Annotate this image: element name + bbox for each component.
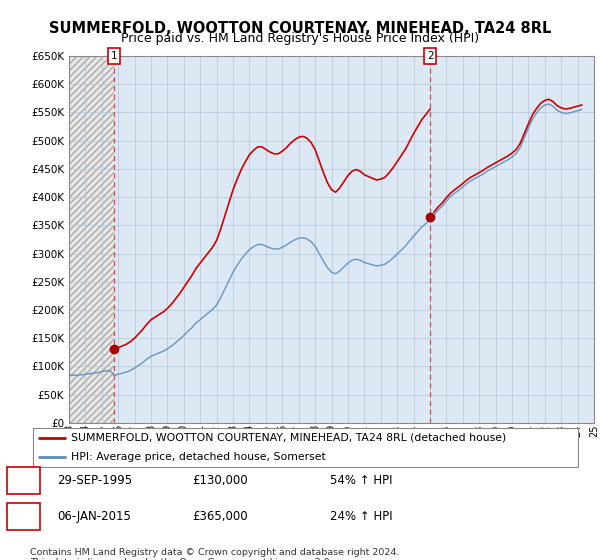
Text: HPI: Average price, detached house, Somerset: HPI: Average price, detached house, Some… [71, 452, 326, 462]
Text: 06-JAN-2015: 06-JAN-2015 [57, 510, 131, 524]
Text: 1: 1 [111, 51, 118, 61]
Text: 2: 2 [427, 51, 434, 61]
Text: 29-SEP-1995: 29-SEP-1995 [57, 474, 132, 487]
Text: SUMMERFOLD, WOOTTON COURTENAY, MINEHEAD, TA24 8RL (detached house): SUMMERFOLD, WOOTTON COURTENAY, MINEHEAD,… [71, 433, 506, 443]
Text: £130,000: £130,000 [192, 474, 248, 487]
Text: Contains HM Land Registry data © Crown copyright and database right 2024.
This d: Contains HM Land Registry data © Crown c… [30, 548, 400, 560]
Text: 54% ↑ HPI: 54% ↑ HPI [330, 474, 392, 487]
Text: 2: 2 [20, 510, 27, 524]
Text: 1: 1 [20, 474, 27, 487]
FancyBboxPatch shape [33, 428, 578, 467]
Text: Price paid vs. HM Land Registry's House Price Index (HPI): Price paid vs. HM Land Registry's House … [121, 32, 479, 45]
Text: 24% ↑ HPI: 24% ↑ HPI [330, 510, 392, 524]
Bar [69, 56, 114, 423]
Text: £365,000: £365,000 [192, 510, 248, 524]
Text: SUMMERFOLD, WOOTTON COURTENAY, MINEHEAD, TA24 8RL: SUMMERFOLD, WOOTTON COURTENAY, MINEHEAD,… [49, 21, 551, 36]
